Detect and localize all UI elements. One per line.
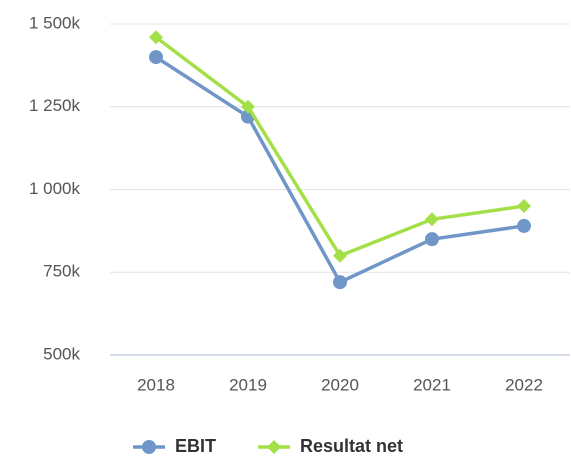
data-point [149,30,163,45]
x-tick-label: 2021 [413,375,451,394]
legend-marker [142,440,156,454]
data-point [517,218,531,233]
data-point [333,248,347,263]
legend-label: Resultat net [300,436,403,456]
data-point [425,232,439,247]
y-tick-label: 1 000k [29,179,81,198]
legend-marker [267,440,282,454]
x-tick-label: 2020 [321,375,359,394]
y-tick-label: 750k [43,262,80,281]
y-tick-label: 500k [43,344,80,363]
data-point [425,212,439,227]
series-line [154,35,525,258]
data-point [241,99,255,114]
data-point [333,275,347,290]
legend-item: EBIT [133,436,216,456]
legend-label: EBIT [175,436,216,456]
data-point [517,199,531,214]
data-point [149,50,163,65]
series-line [155,55,525,285]
y-tick-label: 1 250k [29,96,81,115]
x-tick-label: 2019 [229,375,267,394]
y-tick-label: 1 500k [29,13,81,32]
x-tick-label: 2018 [137,375,175,394]
x-tick-label: 2022 [505,375,543,394]
legend-item: Resultat net [258,436,403,456]
